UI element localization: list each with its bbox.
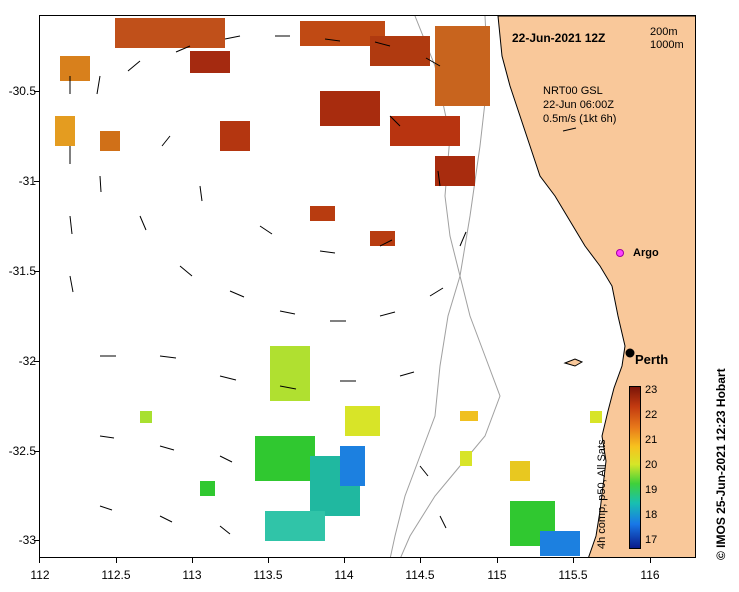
- colorbar-tick-label: 23: [645, 384, 658, 396]
- colorbar-tick-label: 18: [645, 509, 658, 521]
- y-tick-mark: [34, 181, 39, 182]
- isobath-1000-label: 1000m: [650, 39, 684, 51]
- x-tick-label: 113: [182, 568, 202, 582]
- y-tick-mark: [34, 361, 39, 362]
- current-time-label: 22-Jun 06:00Z: [543, 99, 614, 111]
- x-tick-mark: [116, 558, 117, 563]
- current-model-label: NRT00 GSL: [543, 85, 603, 97]
- y-tick-label: -31.5: [8, 264, 36, 278]
- sst-colorbar: [629, 386, 641, 549]
- y-tick-mark: [34, 91, 39, 92]
- colorbar-tick-label: 22: [645, 409, 658, 421]
- date-title: 22-Jun-2021 12Z: [512, 31, 606, 45]
- isobath-legend: 200m 1000m: [650, 26, 684, 52]
- x-tick-label: 115.5: [558, 568, 588, 582]
- land-mass: [497, 16, 695, 557]
- colorbar-tick-label: 17: [645, 534, 658, 546]
- colorbar-tick-label: 20: [645, 459, 658, 471]
- sst-cool-region: [140, 346, 602, 556]
- perth-marker[interactable]: [625, 348, 635, 358]
- x-tick-mark: [420, 558, 421, 563]
- x-tick-label: 114.5: [405, 568, 435, 582]
- colorbar-title: 4h comp, p50, All Sats: [596, 439, 608, 549]
- current-vectors: [69, 35, 577, 535]
- x-tick-label: 115: [487, 568, 507, 582]
- y-tick-label: -33: [18, 533, 36, 547]
- colorbar-tick-label: 21: [645, 434, 658, 446]
- colorbar-tick-label: 19: [645, 484, 658, 496]
- x-tick-label: 112: [30, 568, 50, 582]
- argo-marker[interactable]: [616, 249, 624, 257]
- x-tick-label: 112.5: [101, 568, 131, 582]
- x-tick-mark: [344, 558, 345, 563]
- current-scale-label: 0.5m/s (1kt 6h): [543, 113, 617, 125]
- x-tick-mark: [268, 558, 269, 563]
- y-tick-mark: [34, 271, 39, 272]
- isobath-200: [400, 16, 501, 557]
- map-svg: [55, 16, 695, 557]
- x-tick-label: 116: [640, 568, 660, 582]
- y-tick-label: -32.5: [8, 444, 36, 458]
- credit-text: © IMOS 25-Jun-2021 12:23 Hobart: [714, 368, 728, 560]
- y-tick-mark: [34, 540, 39, 541]
- perth-label: Perth: [635, 352, 669, 367]
- x-tick-label: 113.5: [253, 568, 283, 582]
- x-tick-mark: [497, 558, 498, 563]
- y-tick-label: -32: [18, 354, 36, 368]
- argo-label: Argo: [633, 247, 659, 259]
- map-canvas[interactable]: [39, 15, 696, 558]
- x-tick-mark: [192, 558, 193, 563]
- isobath-200-label: 200m: [650, 26, 678, 38]
- y-tick-mark: [34, 451, 39, 452]
- rottnest-island: [563, 358, 584, 367]
- x-tick-mark: [650, 558, 651, 563]
- x-tick-label: 114: [334, 568, 354, 582]
- current-info: NRT00 GSL 22-Jun 06:00Z 0.5m/s (1kt 6h): [543, 84, 616, 126]
- x-tick-mark: [39, 558, 40, 563]
- x-tick-mark: [573, 558, 574, 563]
- y-tick-label: -31: [18, 174, 36, 188]
- y-tick-label: -30.5: [8, 84, 36, 98]
- sst-warm-region: [55, 18, 490, 246]
